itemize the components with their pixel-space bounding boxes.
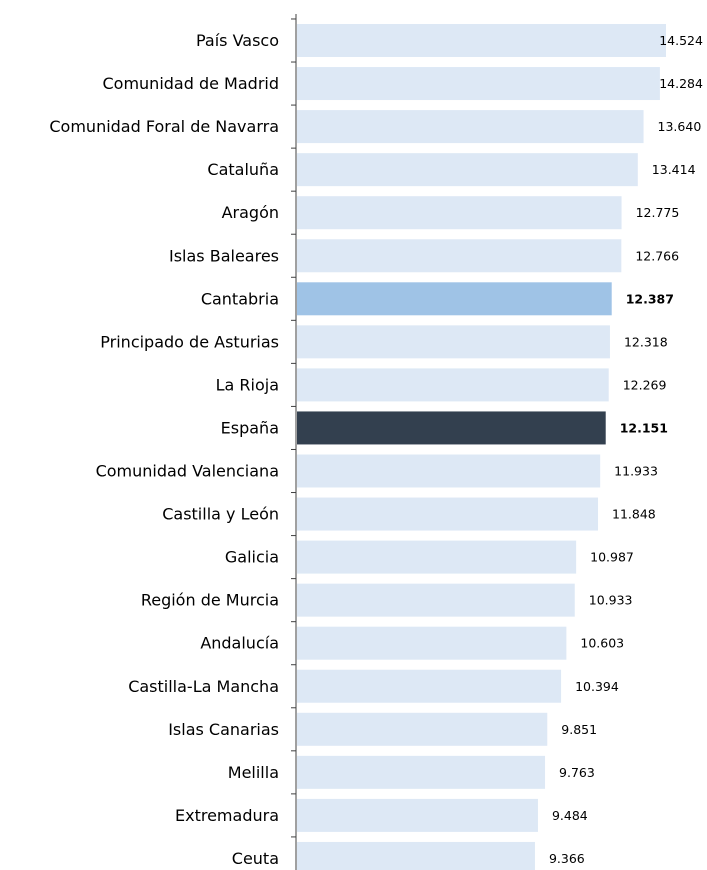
category-label-principado-de-asturias: Principado de Asturias bbox=[100, 332, 279, 351]
category-label-islas-canarias: Islas Canarias bbox=[168, 720, 279, 739]
category-label-castilla-la-mancha: Castilla-La Mancha bbox=[128, 677, 279, 696]
category-label-melilla: Melilla bbox=[228, 763, 279, 782]
bar-extremadura bbox=[297, 798, 538, 832]
value-label-comunidad-de-madrid: 14.284 bbox=[659, 76, 703, 91]
category-label-extremadura: Extremadura bbox=[175, 806, 279, 825]
value-label-cantabria: 12.387 bbox=[626, 291, 674, 306]
category-label-comunidad-de-madrid: Comunidad de Madrid bbox=[102, 74, 279, 93]
category-label-castilla-y-leon: Castilla y León bbox=[162, 505, 279, 524]
bar-pais-vasco bbox=[297, 24, 666, 57]
value-label-aragon: 12.775 bbox=[636, 205, 680, 220]
value-label-la-rioja: 12.269 bbox=[623, 377, 667, 392]
category-label-galicia: Galicia bbox=[225, 548, 279, 567]
bars-group bbox=[297, 24, 666, 870]
category-label-ceuta: Ceuta bbox=[232, 849, 279, 868]
bar-principado-de-asturias bbox=[297, 325, 610, 359]
value-label-ceuta: 9.366 bbox=[549, 851, 585, 866]
y-axis-ticks bbox=[291, 18, 296, 838]
value-label-andalucia: 10.603 bbox=[580, 636, 624, 651]
value-label-cataluna: 13.414 bbox=[652, 162, 696, 177]
category-label-pais-vasco: País Vasco bbox=[196, 31, 279, 50]
value-label-pais-vasco: 14.524 bbox=[659, 33, 703, 48]
value-label-islas-canarias: 9.851 bbox=[561, 722, 597, 737]
bar-islas-canarias bbox=[297, 712, 548, 746]
bar-region-de-murcia bbox=[297, 583, 575, 617]
value-label-principado-de-asturias: 12.318 bbox=[624, 334, 668, 349]
value-label-galicia: 10.987 bbox=[590, 550, 634, 565]
bar-castilla-y-leon bbox=[297, 497, 599, 531]
bar-comunidad-de-madrid bbox=[297, 67, 660, 101]
category-label-la-rioja: La Rioja bbox=[216, 375, 279, 394]
value-label-espana: 12.151 bbox=[620, 420, 668, 435]
category-label-region-de-murcia: Región de Murcia bbox=[141, 591, 279, 610]
bar-espana bbox=[297, 411, 606, 445]
category-label-comunidad-foral-de-navarra: Comunidad Foral de Navarra bbox=[49, 117, 279, 136]
bar-comunidad-foral-de-navarra bbox=[297, 110, 644, 144]
value-label-region-de-murcia: 10.933 bbox=[589, 593, 633, 608]
value-label-comunidad-foral-de-navarra: 13.640 bbox=[658, 119, 702, 134]
value-label-castilla-y-leon: 11.848 bbox=[612, 507, 656, 522]
category-label-comunidad-valenciana: Comunidad Valenciana bbox=[96, 462, 279, 481]
bar-galicia bbox=[297, 540, 577, 574]
bar-castilla-la-mancha bbox=[297, 669, 562, 703]
value-label-islas-baleares: 12.766 bbox=[635, 248, 679, 263]
bar-cataluna bbox=[297, 153, 638, 187]
category-label-aragon: Aragón bbox=[222, 203, 279, 222]
bar-ceuta bbox=[297, 841, 535, 870]
category-label-cataluna: Cataluña bbox=[207, 160, 279, 179]
value-label-comunidad-valenciana: 11.933 bbox=[614, 464, 658, 479]
value-label-melilla: 9.763 bbox=[559, 765, 595, 780]
category-label-espana: España bbox=[221, 418, 279, 437]
bar-comunidad-valenciana bbox=[297, 454, 601, 488]
bar-aragon bbox=[297, 196, 622, 230]
value-labels: 14.524 14.284 13.640 13.414 12.775 12.766 12.3… bbox=[549, 33, 703, 866]
category-label-cantabria: Cantabria bbox=[201, 289, 279, 308]
value-label-extremadura: 9.484 bbox=[552, 808, 588, 823]
bar-la-rioja bbox=[297, 368, 609, 402]
bar-cantabria bbox=[297, 282, 612, 316]
bar-melilla bbox=[297, 755, 546, 789]
bar-islas-baleares bbox=[297, 239, 622, 273]
bar-andalucia bbox=[297, 626, 567, 660]
value-label-castilla-la-mancha: 10.394 bbox=[575, 679, 619, 694]
category-label-andalucia: Andalucía bbox=[200, 634, 279, 653]
category-label-islas-baleares: Islas Baleares bbox=[169, 246, 279, 265]
category-labels: País Vasco Comunidad de Madrid Comunidad F… bbox=[49, 31, 279, 868]
